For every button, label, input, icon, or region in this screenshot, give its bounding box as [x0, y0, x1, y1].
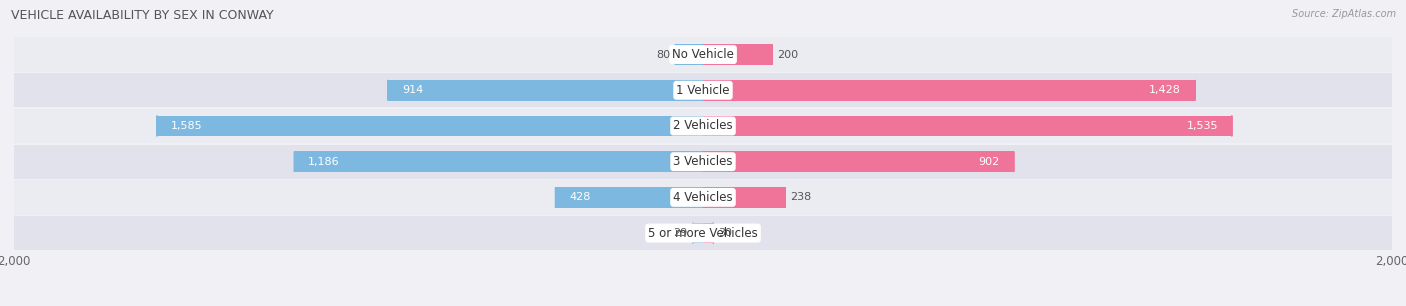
Text: No Vehicle: No Vehicle — [672, 48, 734, 61]
Text: 1,186: 1,186 — [308, 157, 340, 167]
Bar — [703, 187, 785, 208]
Text: 4 Vehicles: 4 Vehicles — [673, 191, 733, 204]
Bar — [703, 151, 1014, 172]
Bar — [14, 73, 1392, 107]
Text: 1,585: 1,585 — [170, 121, 202, 131]
Bar — [555, 187, 703, 208]
Text: 902: 902 — [979, 157, 1000, 167]
Bar — [14, 180, 1392, 215]
Text: 238: 238 — [790, 192, 811, 202]
Text: 29: 29 — [673, 228, 688, 238]
Bar — [703, 80, 1195, 101]
Text: 2 Vehicles: 2 Vehicles — [673, 119, 733, 132]
Text: 1,428: 1,428 — [1149, 85, 1181, 95]
Bar — [14, 37, 1392, 72]
Bar — [157, 116, 703, 136]
Text: VEHICLE AVAILABILITY BY SEX IN CONWAY: VEHICLE AVAILABILITY BY SEX IN CONWAY — [11, 9, 274, 22]
Text: 428: 428 — [569, 192, 591, 202]
Text: 200: 200 — [778, 50, 799, 60]
Bar — [703, 116, 1232, 136]
Text: Source: ZipAtlas.com: Source: ZipAtlas.com — [1292, 9, 1396, 19]
Text: 1 Vehicle: 1 Vehicle — [676, 84, 730, 97]
Bar — [294, 151, 703, 172]
Bar — [388, 80, 703, 101]
Bar — [703, 223, 713, 244]
Text: 30: 30 — [718, 228, 733, 238]
Bar — [675, 44, 703, 65]
Text: 5 or more Vehicles: 5 or more Vehicles — [648, 226, 758, 240]
Text: 1,535: 1,535 — [1187, 121, 1218, 131]
Bar — [14, 109, 1392, 143]
Bar — [14, 216, 1392, 250]
Text: 914: 914 — [402, 85, 423, 95]
Bar — [693, 223, 703, 244]
Text: 80: 80 — [657, 50, 671, 60]
Bar — [14, 144, 1392, 179]
Text: 3 Vehicles: 3 Vehicles — [673, 155, 733, 168]
Bar — [703, 44, 772, 65]
